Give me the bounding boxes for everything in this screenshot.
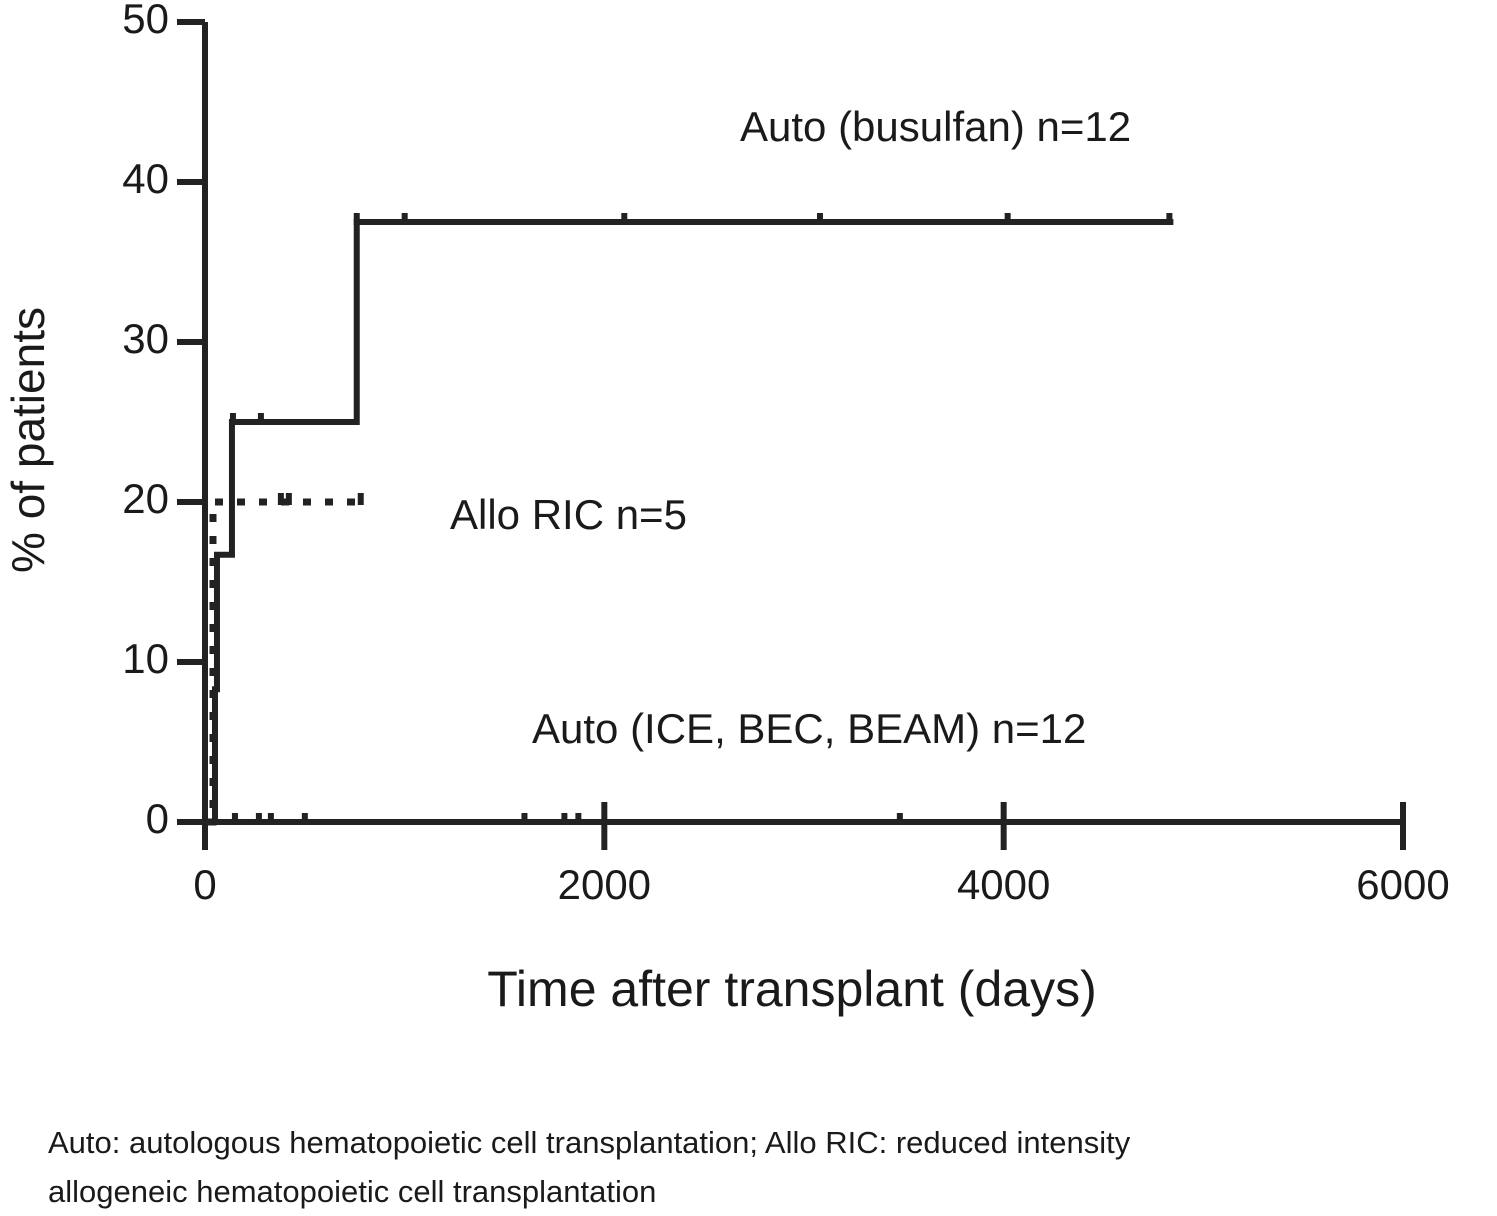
footnote: allogeneic hematopoietic cell transplant… [48, 1174, 656, 1209]
series-label: Auto (ICE, BEC, BEAM) n=12 [532, 705, 1086, 752]
y-tick-label: 0 [146, 795, 169, 842]
x-tick-label: 6000 [1356, 861, 1449, 908]
x-axis-title: Time after transplant (days) [487, 961, 1096, 1017]
series-label: Allo RIC n=5 [450, 491, 687, 538]
x-tick-label: 4000 [957, 861, 1050, 908]
y-tick-label: 40 [122, 155, 169, 202]
y-tick-label: 20 [122, 475, 169, 522]
x-tick-label: 0 [193, 861, 216, 908]
survival-line [205, 219, 1174, 825]
series-label: Auto (busulfan) n=12 [740, 103, 1131, 150]
x-tick-label: 2000 [558, 861, 651, 908]
y-axis-title: % of patients [2, 307, 54, 573]
y-tick-label: 30 [122, 315, 169, 362]
y-tick-label: 50 [122, 0, 169, 42]
footnote: Auto: autologous hematopoietic cell tran… [48, 1125, 1131, 1160]
y-tick-label: 10 [122, 635, 169, 682]
